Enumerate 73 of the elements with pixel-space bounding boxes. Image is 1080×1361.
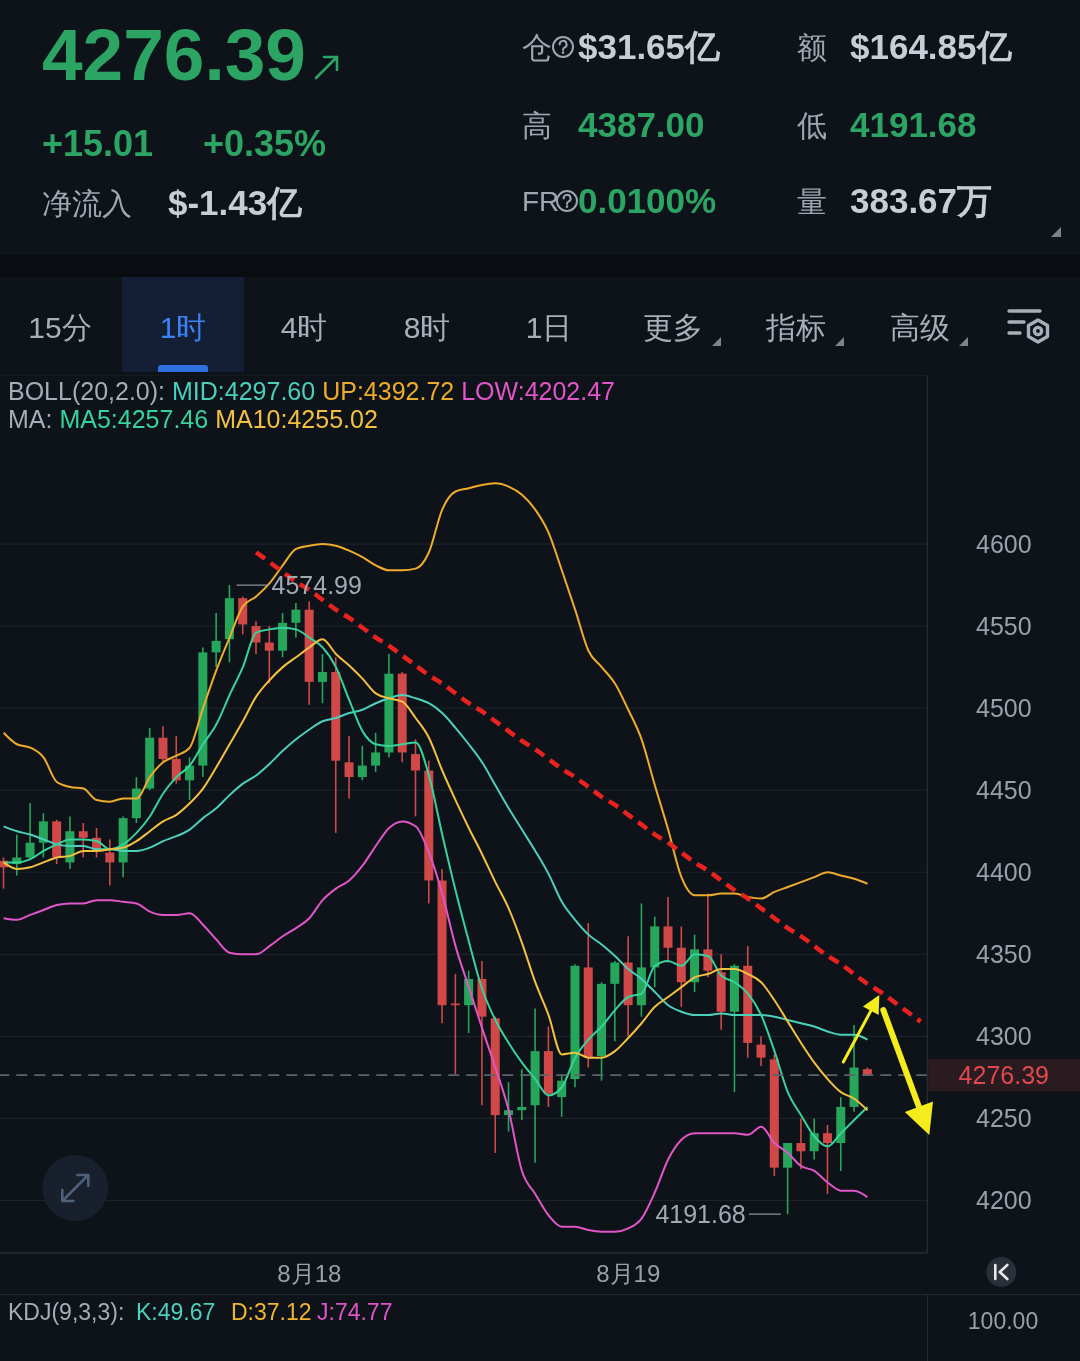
text: 高级 bbox=[890, 310, 950, 344]
candlestick bbox=[158, 725, 168, 764]
text: 100.00 bbox=[967, 1307, 1039, 1334]
text: $164.85亿 bbox=[850, 27, 1012, 67]
text: 1日 bbox=[525, 310, 573, 344]
text: KDJ(9,3,3): bbox=[8, 1298, 125, 1325]
y-tick-label: 4550 bbox=[975, 612, 1032, 641]
text: 低 bbox=[797, 108, 827, 142]
y-tick-label: 4400 bbox=[975, 858, 1032, 887]
candlestick bbox=[78, 822, 88, 859]
text: $31.65亿 bbox=[578, 27, 721, 67]
line-series bbox=[2, 694, 869, 1041]
candlestick bbox=[663, 896, 673, 964]
text: 0.0100% bbox=[578, 181, 717, 221]
text: 4387.00 bbox=[578, 105, 705, 145]
y-tick-label: 4600 bbox=[975, 530, 1032, 559]
candlestick bbox=[317, 653, 327, 705]
text: FR bbox=[522, 186, 560, 218]
text: 15分 bbox=[28, 310, 92, 344]
line-series bbox=[253, 549, 923, 1024]
candlestick bbox=[211, 612, 221, 668]
line-series bbox=[2, 820, 869, 1233]
text: 仓 bbox=[522, 30, 552, 64]
y-tick-label: 4350 bbox=[975, 940, 1032, 969]
text: 净流入 bbox=[42, 186, 132, 220]
y-tick-label: 4250 bbox=[975, 1104, 1032, 1133]
text: UP:4392.72 bbox=[322, 377, 455, 405]
candlestick bbox=[822, 1124, 832, 1195]
text: 4276.39 bbox=[958, 1061, 1049, 1090]
candlestick bbox=[38, 812, 48, 859]
text: K:49.67 bbox=[136, 1298, 216, 1325]
candlestick bbox=[25, 802, 35, 860]
text: 4276.39 bbox=[42, 14, 306, 96]
text: $-1.43亿 bbox=[168, 183, 303, 223]
text: +15.01 bbox=[42, 122, 154, 164]
candlestick bbox=[291, 602, 301, 639]
annotation: 4191.68 bbox=[655, 1200, 746, 1229]
text: 383.67万 bbox=[850, 181, 993, 221]
x-tick-label: 8月19 bbox=[595, 1260, 660, 1288]
text: 1时 bbox=[159, 310, 207, 344]
y-tick-label: 4300 bbox=[975, 1022, 1032, 1051]
annotation: MA: bbox=[8, 405, 53, 433]
y-tick-label: 4450 bbox=[975, 776, 1032, 805]
candlestick bbox=[264, 625, 274, 685]
candlestick bbox=[796, 1117, 806, 1171]
x-tick-label: 8月18 bbox=[277, 1260, 342, 1288]
candlestick bbox=[370, 731, 380, 773]
y-tick-label: 4200 bbox=[975, 1186, 1032, 1215]
text: LOW:4202.47 bbox=[461, 377, 616, 405]
candlestick bbox=[756, 1035, 766, 1067]
text: 4时 bbox=[280, 310, 328, 344]
candlestick bbox=[517, 1068, 527, 1121]
text: MID:4297.60 bbox=[172, 377, 316, 405]
candlestick bbox=[357, 745, 367, 782]
annotation: BOLL(20,2.0): bbox=[8, 377, 166, 405]
candlestick bbox=[410, 738, 420, 818]
text: 更多 bbox=[643, 310, 703, 344]
candlestick bbox=[344, 735, 354, 800]
text: 指标 bbox=[766, 310, 826, 344]
text: J:74.77 bbox=[317, 1298, 393, 1325]
text: 额 bbox=[797, 30, 827, 64]
candlestick bbox=[105, 838, 115, 887]
text: D:37.12 bbox=[231, 1298, 312, 1325]
text: MA5:4257.46 bbox=[59, 405, 209, 433]
y-tick-label: 4500 bbox=[975, 694, 1032, 723]
text: 量 bbox=[797, 184, 827, 218]
text: +0.35% bbox=[203, 122, 327, 164]
candlestick bbox=[610, 960, 620, 1043]
line-series bbox=[2, 482, 869, 900]
text: MA10:4255.02 bbox=[215, 405, 378, 433]
text: 高 bbox=[522, 108, 552, 142]
text: 8时 bbox=[403, 310, 451, 344]
text: 4191.68 bbox=[850, 105, 977, 145]
